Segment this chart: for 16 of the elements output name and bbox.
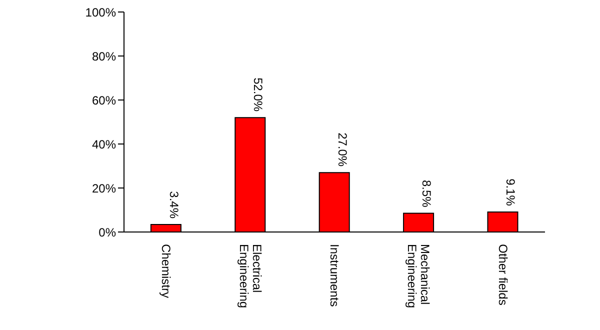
y-tick-label: 80%	[92, 49, 116, 64]
data-label: 52.0%	[251, 78, 266, 112]
x-tick-label: Other fields	[496, 244, 510, 306]
x-tick-label: Electrical Engineering	[236, 244, 264, 308]
data-label: 3.4%	[166, 191, 181, 219]
x-tick-label: Chemistry	[159, 244, 174, 298]
y-tick-label: 100%	[85, 5, 116, 20]
y-tick-label: 40%	[92, 137, 116, 152]
x-tick-label: Mechanical Engineering	[405, 244, 432, 308]
y-tick-label: 20%	[92, 181, 116, 196]
y-tick-label: 0%	[98, 225, 116, 240]
data-label: 9.1%	[504, 178, 518, 206]
y-tick-label: 60%	[92, 93, 116, 108]
data-label: 27.0%	[335, 132, 350, 167]
data-label: 8.5%	[420, 180, 434, 208]
x-tick-label: Instruments	[328, 244, 342, 307]
